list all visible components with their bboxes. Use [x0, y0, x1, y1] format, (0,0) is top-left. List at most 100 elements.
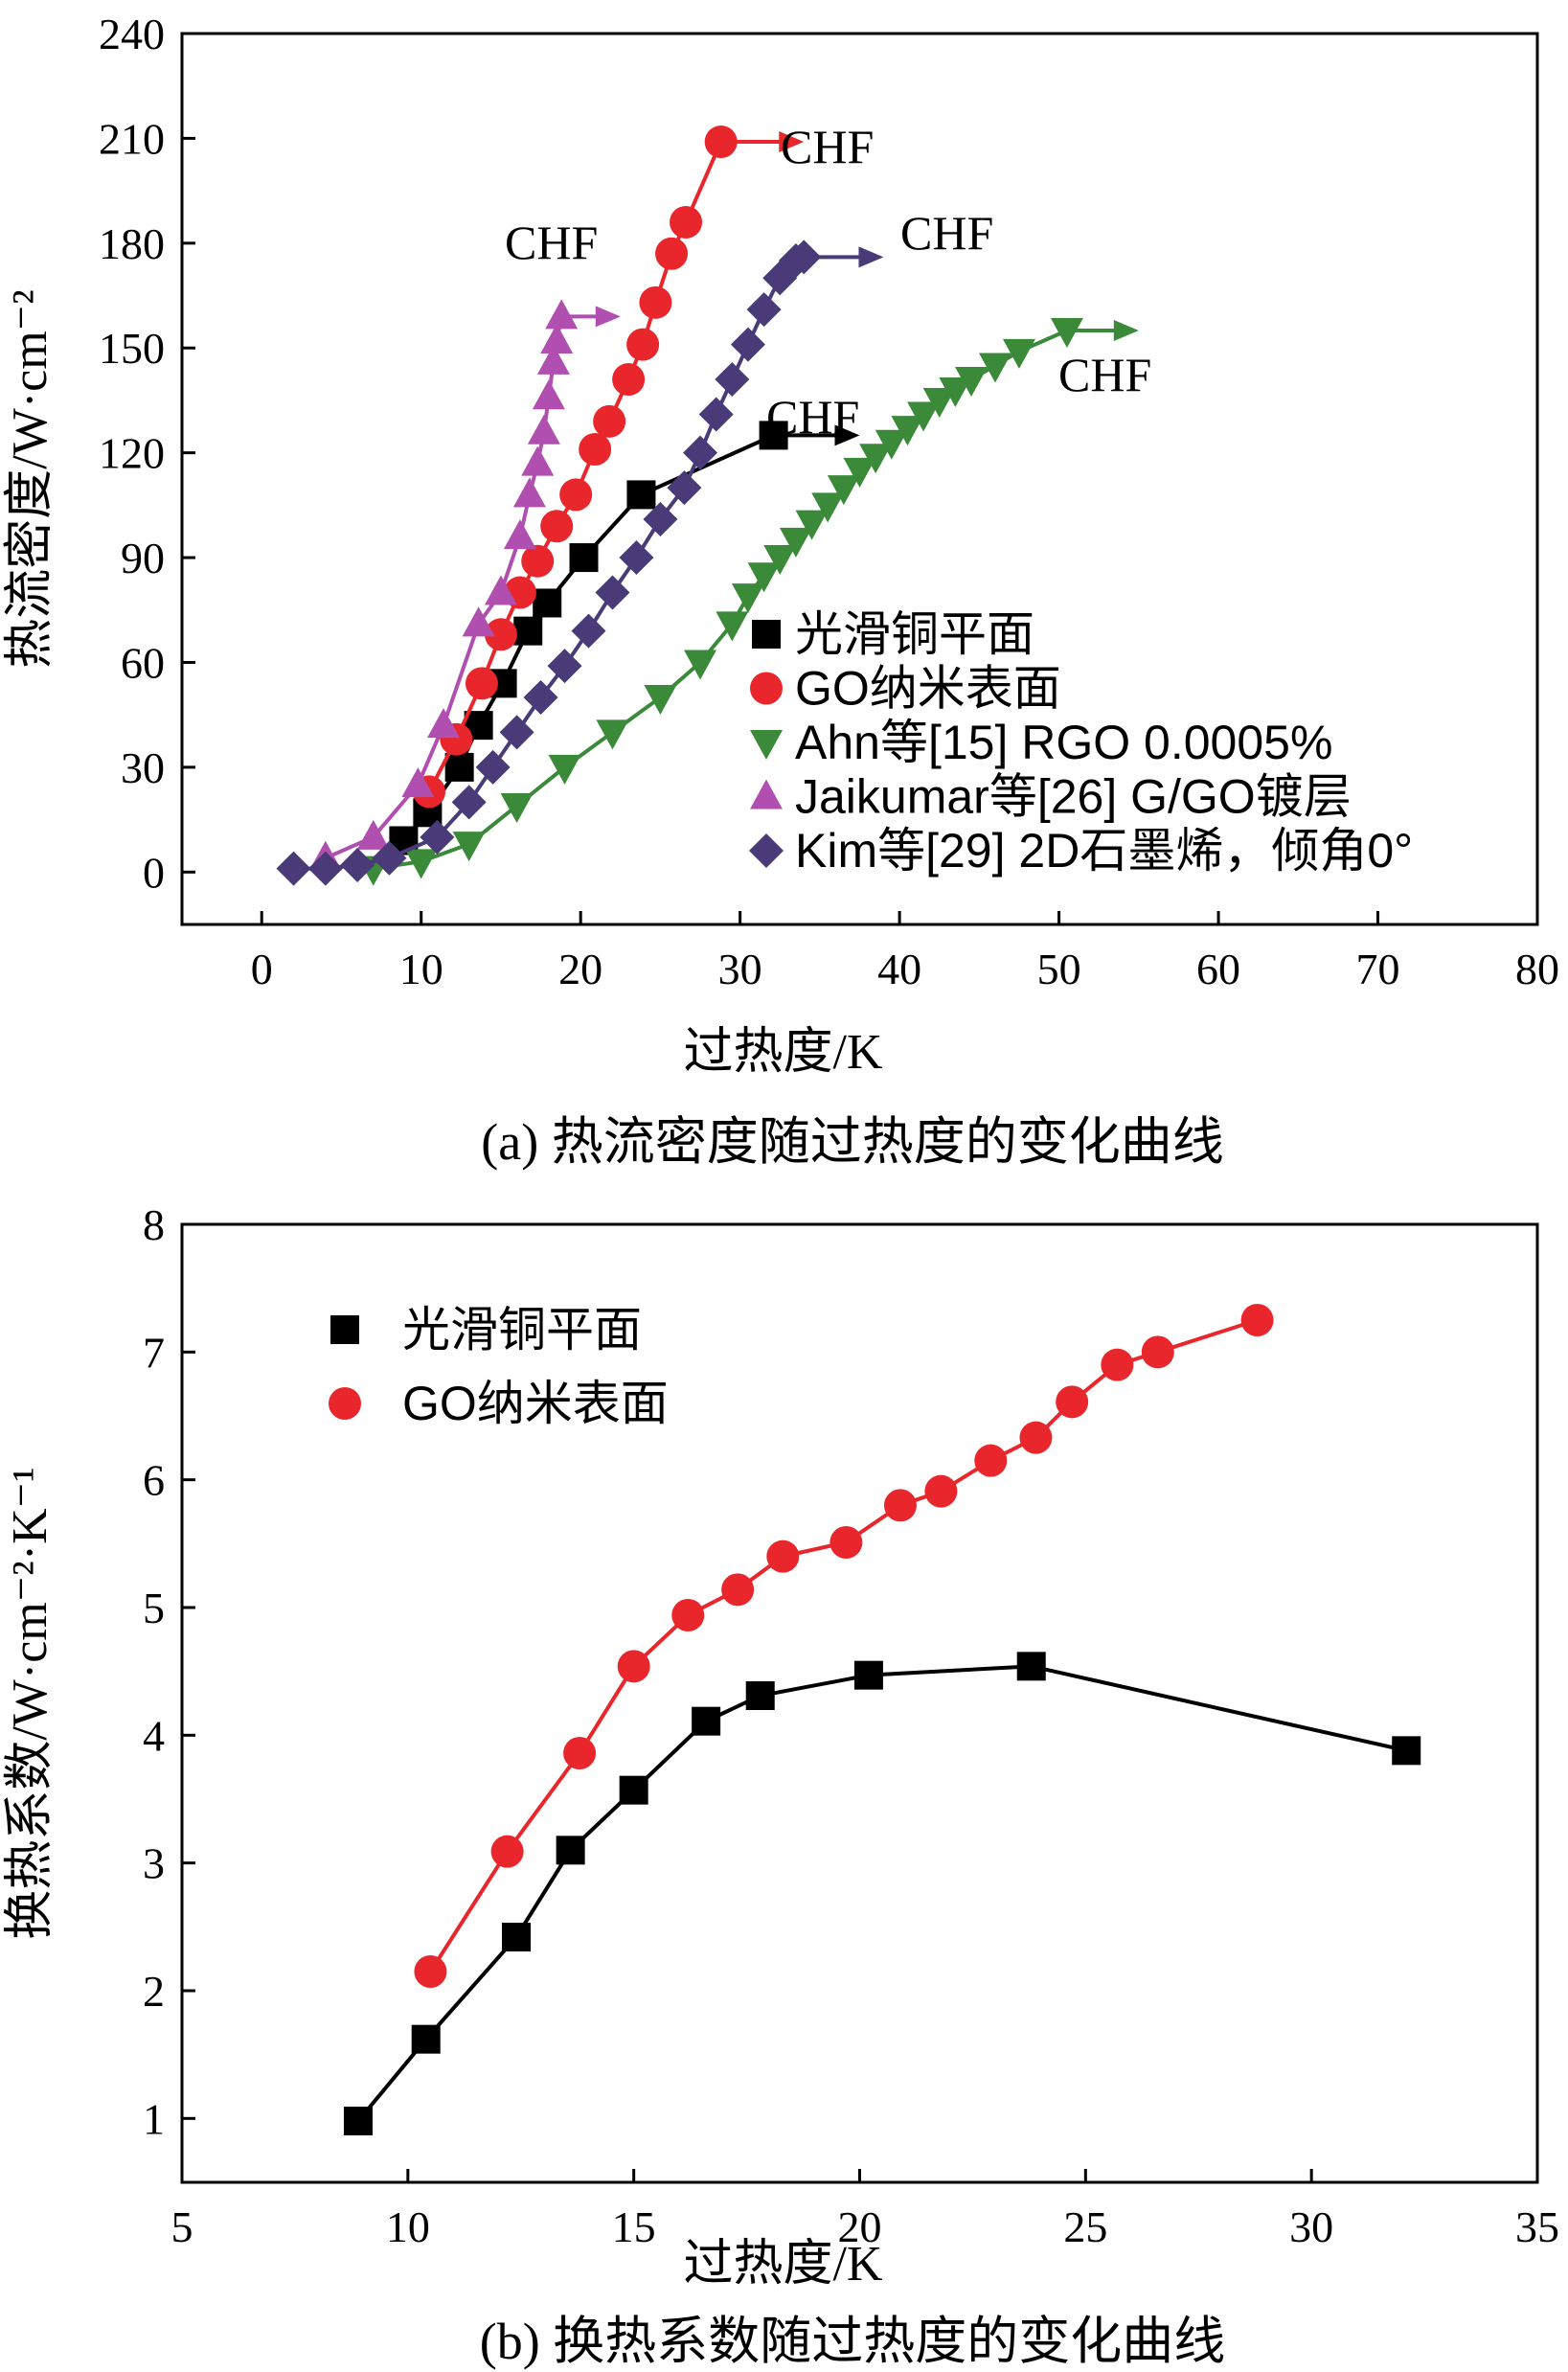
plot-frame [180, 1222, 1539, 2184]
data-point [1002, 338, 1035, 369]
data-point [859, 444, 893, 474]
data-point [907, 401, 941, 432]
x-tick-label: 40 [877, 945, 921, 993]
data-point [533, 588, 562, 618]
chf-label: CHF [1058, 348, 1151, 401]
data-point [1101, 1348, 1134, 1381]
series-line [428, 1318, 1259, 1973]
data-point [411, 2024, 441, 2054]
data-point [569, 543, 599, 573]
legend-label: 光滑铜平面 [402, 1303, 642, 1357]
x-tick-label: 30 [1289, 2202, 1333, 2251]
data-point [593, 404, 626, 438]
legend-marker [750, 672, 783, 705]
data-point [1050, 318, 1083, 348]
y-tick-label: 7 [143, 1328, 165, 1377]
data-point [1141, 1335, 1174, 1369]
data-point [503, 519, 536, 550]
data-point [356, 819, 390, 850]
data-point [1056, 1385, 1089, 1419]
data-point [502, 1923, 532, 1951]
data-point [521, 445, 555, 476]
data-point [875, 429, 908, 460]
data-point [414, 1955, 447, 1988]
x-tick-label: 20 [558, 945, 602, 993]
data-point [684, 650, 717, 680]
data-point [490, 1835, 524, 1868]
y-tick-label: 60 [121, 638, 165, 687]
data-point [401, 767, 435, 798]
data-point [1240, 1304, 1274, 1336]
x-tick-label: 30 [718, 945, 762, 993]
data-point [811, 492, 845, 523]
y-tick-label: 210 [99, 114, 165, 163]
legend-marker [750, 730, 783, 760]
data-point [922, 387, 956, 418]
chf-arrow-head [779, 131, 805, 153]
x-axis-title: 过热度/K [683, 1025, 882, 1080]
y-tick-label: 180 [99, 219, 165, 268]
data-point [596, 719, 629, 750]
data-point [698, 397, 734, 432]
x-tick-label: 80 [1515, 945, 1559, 993]
chf-arrow-head [1113, 320, 1139, 341]
data-point [626, 480, 656, 510]
data-point [499, 715, 534, 750]
data-point [779, 527, 812, 558]
data-point [527, 414, 560, 445]
data-point [452, 832, 486, 862]
data-point [521, 544, 555, 578]
data-point [484, 618, 517, 651]
data-point [559, 478, 593, 512]
data-point [451, 785, 487, 820]
x-tick-label: 70 [1356, 945, 1400, 993]
y-tick-label: 120 [99, 429, 165, 478]
data-point [1016, 1652, 1046, 1681]
data-point [1019, 1421, 1053, 1454]
y-tick-label: 240 [99, 10, 165, 58]
data-point [619, 1775, 648, 1805]
legend-label: Kim等[29] 2D石墨烯，倾角0° [795, 824, 1413, 878]
data-point [307, 851, 343, 886]
figure-caption: (a) 热流密度随过热度的变化曲线 [481, 1113, 1223, 1171]
data-point [523, 679, 558, 715]
legend-label: GO纳米表面 [795, 662, 1061, 716]
data-point [540, 323, 574, 354]
data-point [563, 1737, 597, 1769]
x-tick-label: 50 [1037, 945, 1081, 993]
data-point [340, 848, 375, 882]
data-point [1392, 1736, 1421, 1766]
y-tick-label: 5 [143, 1584, 165, 1632]
x-tick-label: 10 [399, 945, 443, 993]
y-tick-label: 1 [143, 2094, 165, 2143]
data-point [372, 840, 407, 876]
data-point [747, 562, 781, 593]
data-point [595, 575, 630, 610]
y-tick-label: 2 [143, 1967, 165, 2016]
data-point [465, 667, 498, 700]
chf-arrow-head [595, 306, 621, 328]
series [343, 1652, 1421, 2135]
data-point [745, 1681, 775, 1710]
x-tick-label: 10 [386, 2202, 430, 2251]
x-tick-label: 20 [838, 2202, 882, 2251]
data-point [571, 613, 606, 649]
data-point [924, 1474, 958, 1508]
chf-label: CHF [781, 120, 874, 173]
y-axis-title: 换热系数/W·cm⁻²·K⁻¹ [3, 1467, 57, 1939]
data-point [540, 510, 574, 543]
data-point [667, 470, 702, 506]
series-line [427, 141, 723, 793]
legend-marker [752, 620, 781, 649]
data-point [746, 292, 782, 328]
data-point [766, 1540, 800, 1573]
data-point [545, 299, 579, 330]
data-point [500, 793, 534, 823]
x-tick-label: 60 [1196, 945, 1240, 993]
y-tick-label: 3 [143, 1839, 165, 1888]
y-axis-title: 热流密度/W·cm⁻² [3, 289, 57, 668]
data-point [655, 237, 689, 270]
data-point [475, 749, 511, 785]
legend-label: 光滑铜平面 [795, 607, 1034, 661]
